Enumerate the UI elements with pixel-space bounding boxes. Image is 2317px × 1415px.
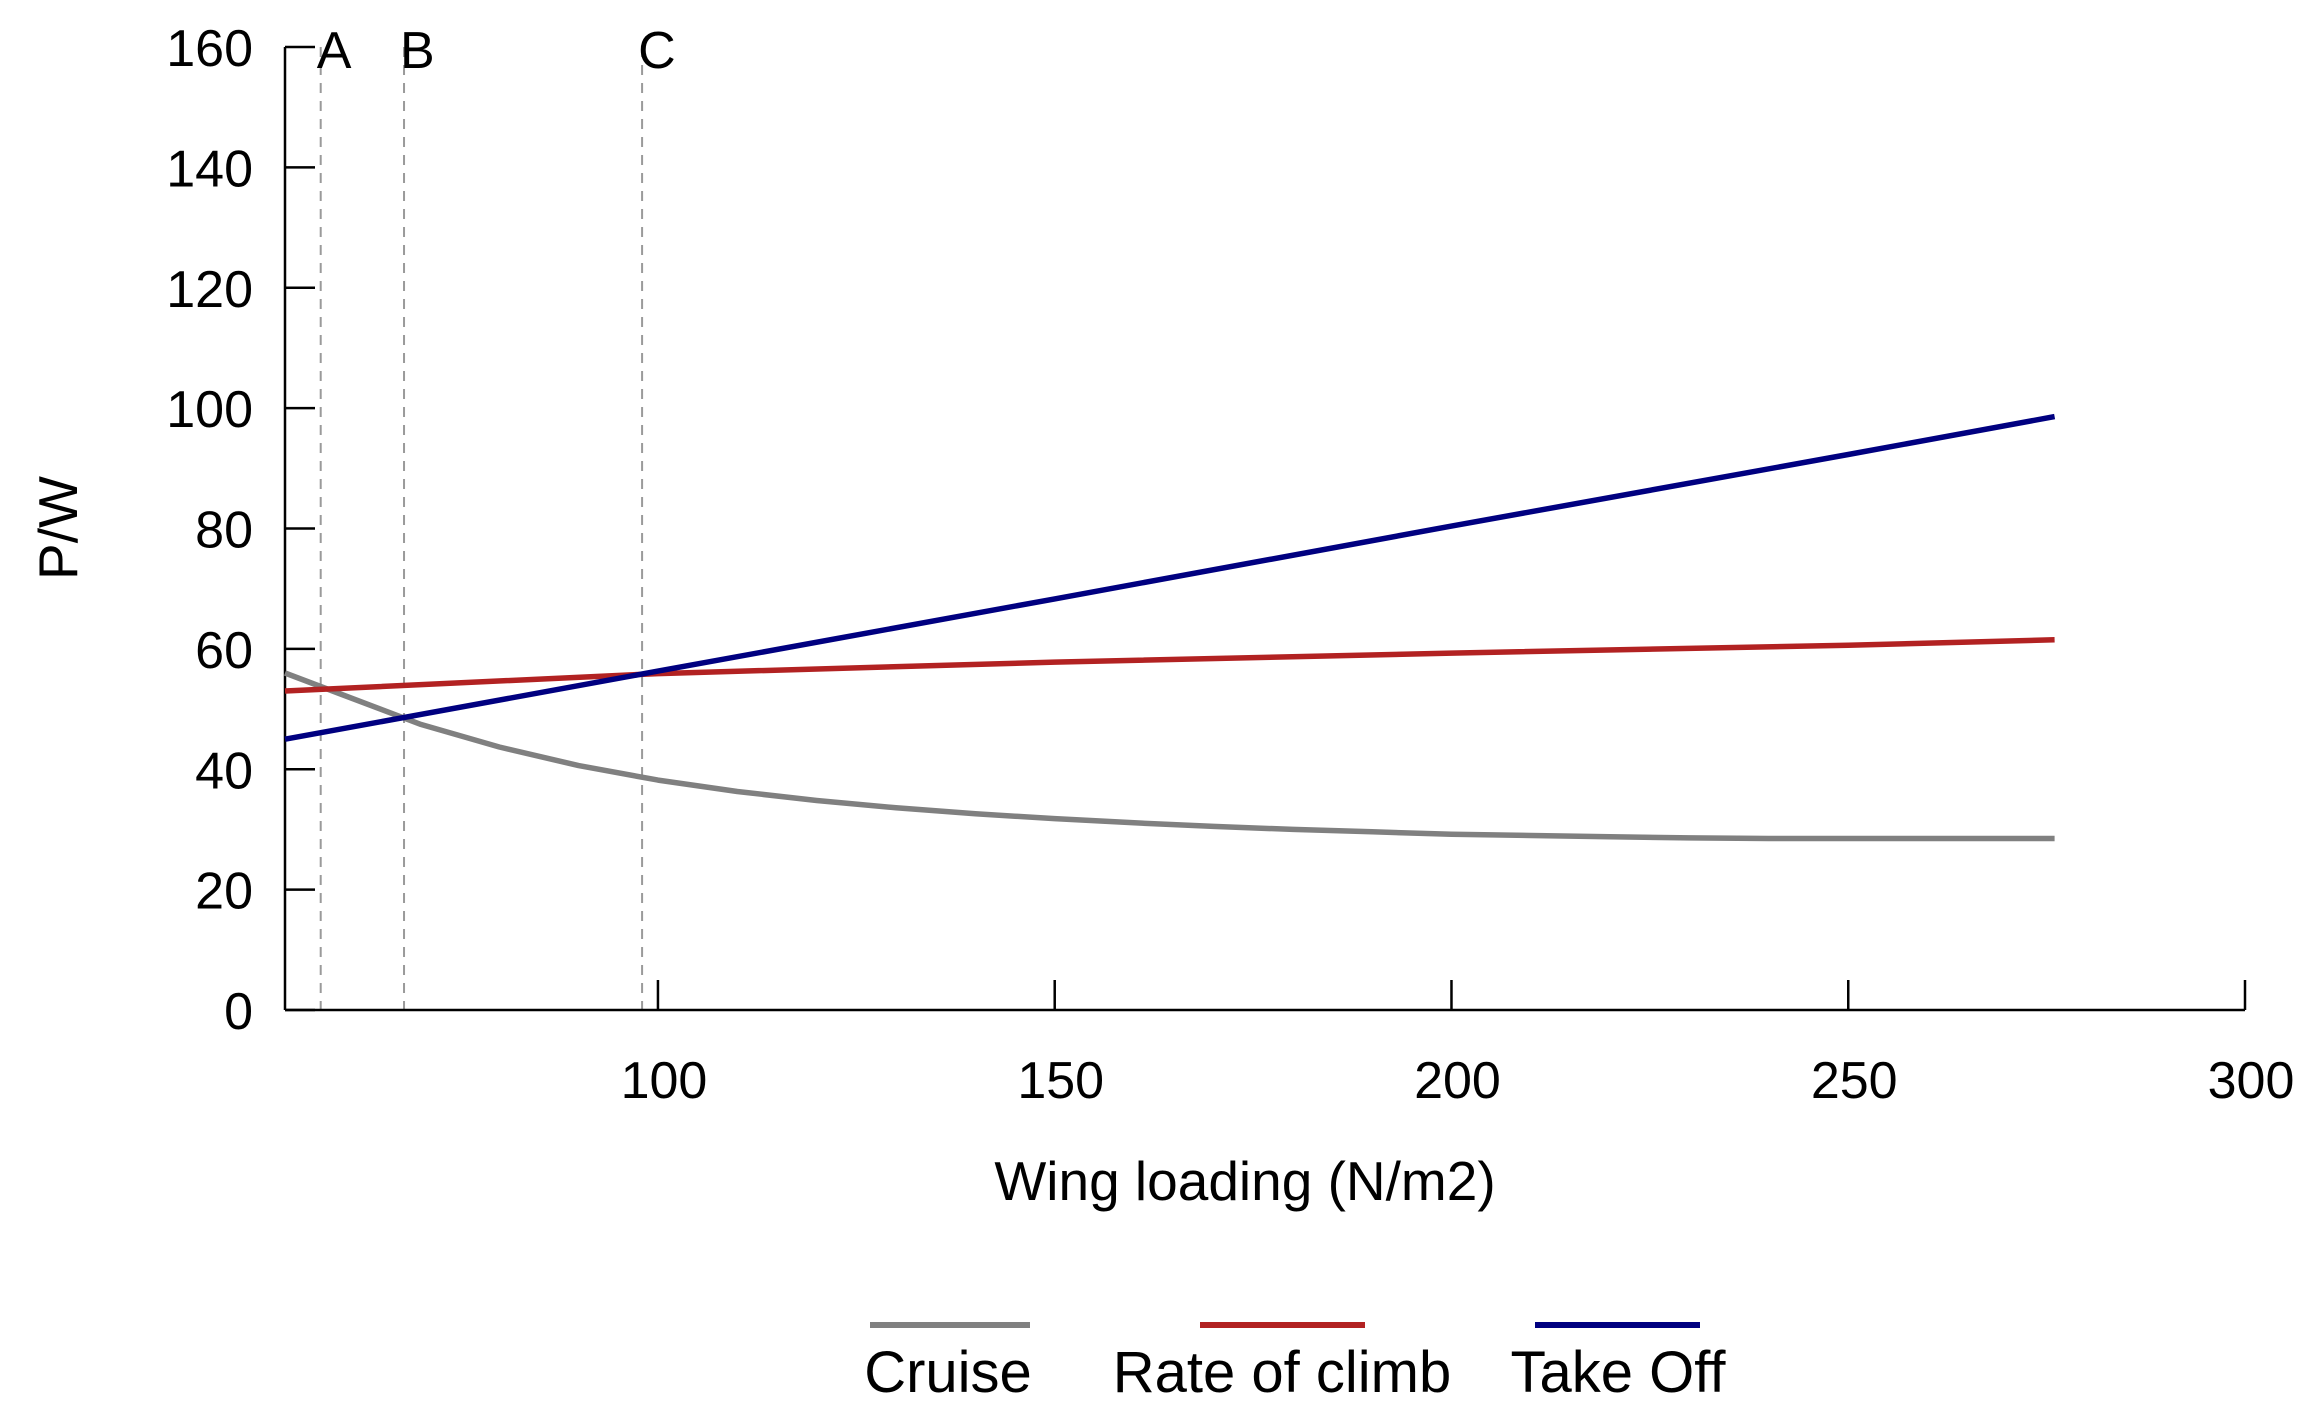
series-lines [284, 413, 2056, 842]
legend-label-cruise: Cruise [864, 1340, 1032, 1405]
y-tick-label: 100 [166, 381, 253, 439]
reference-label-a: A [317, 22, 352, 80]
reference-label-b: B [400, 22, 435, 80]
x-tick-label: 250 [1811, 1052, 1898, 1110]
legend: Cruise Rate of climb Take Off [864, 1322, 1727, 1405]
y-tick-label: 0 [224, 983, 253, 1041]
legend-label-take-off: Take Off [1511, 1340, 1727, 1405]
y-tick-label: 80 [195, 502, 253, 560]
y-tick-label: 160 [166, 20, 253, 78]
series-line-cruise [284, 670, 2055, 842]
y-axis-title: P/W [27, 476, 89, 580]
series-line-take-off [284, 413, 2056, 742]
y-tick-label: 40 [195, 742, 253, 800]
y-tick-label: 60 [195, 622, 253, 680]
reference-label-c: C [638, 22, 676, 80]
legend-label-rate-of-climb: Rate of climb [1113, 1340, 1451, 1405]
y-tick-label: 140 [166, 140, 253, 198]
axes: 0 20 40 60 80 100 120 140 160 100 150 200 250 300 [166, 20, 2294, 1110]
y-tick-label: 20 [195, 863, 253, 921]
x-tick-label: 200 [1414, 1052, 1501, 1110]
x-tick-label: 100 [621, 1052, 708, 1110]
x-tick-label: 150 [1017, 1052, 1104, 1110]
axis-titles: Wing loading (N/m2) P/W [27, 476, 1496, 1212]
x-tick-label: 300 [2208, 1052, 2295, 1110]
series-line-rate-of-climb [284, 637, 2055, 694]
x-axis-title: Wing loading (N/m2) [994, 1150, 1495, 1212]
y-tick-label: 120 [166, 261, 253, 319]
